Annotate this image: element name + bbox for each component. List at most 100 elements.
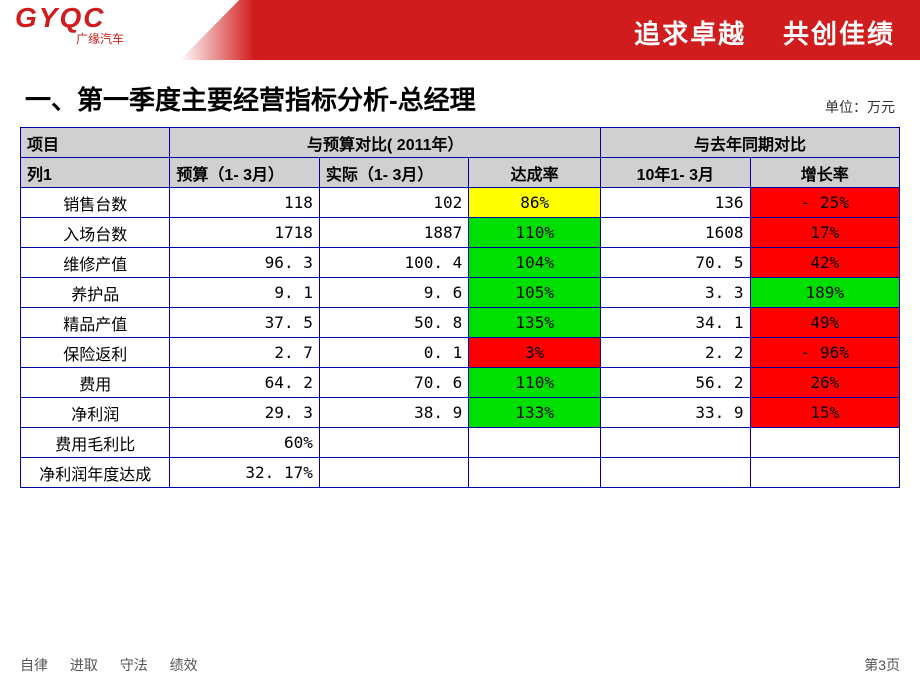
table-cell: 64. 2 (170, 368, 319, 398)
table-cell: 费用 (21, 368, 170, 398)
table-cell: 104% (469, 248, 601, 278)
table-cell: 净利润年度达成 (21, 458, 170, 488)
table-cell (750, 458, 899, 488)
table-cell: 精品产值 (21, 308, 170, 338)
page-title: 一、第一季度主要经营指标分析-总经理 (25, 80, 476, 117)
table-row: 销售台数11810286%136- 25% (21, 188, 900, 218)
table-cell (750, 428, 899, 458)
footer: 自律 进取 守法 绩效 第3页 (20, 655, 900, 675)
th-budget: 预算（1- 3月） (170, 158, 319, 188)
table-row: 净利润29. 338. 9133%33. 915% (21, 398, 900, 428)
table-cell: - 25% (750, 188, 899, 218)
table-cell: 净利润 (21, 398, 170, 428)
table-cell: 105% (469, 278, 601, 308)
footer-v2: 进取 (70, 657, 98, 673)
logo-main: GYQC (15, 2, 105, 33)
table-cell: 38. 9 (319, 398, 468, 428)
table-cell: 17% (750, 218, 899, 248)
table-cell: 50. 8 (319, 308, 468, 338)
table-row: 维修产值96. 3100. 4104%70. 542% (21, 248, 900, 278)
th-achieve: 达成率 (469, 158, 601, 188)
table-body: 销售台数11810286%136- 25%入场台数17181887110%160… (21, 188, 900, 488)
table-cell: 维修产值 (21, 248, 170, 278)
table-cell: 70. 6 (319, 368, 468, 398)
th-budget-compare: 与预算对比( 2011年） (170, 128, 601, 158)
slogan-right: 共创佳绩 (783, 19, 895, 49)
table-cell: 9. 1 (170, 278, 319, 308)
table-cell (601, 428, 750, 458)
logo: GYQC 广缘汽车 (15, 2, 185, 52)
footer-v1: 自律 (20, 657, 48, 673)
table-cell: 32. 17% (170, 458, 319, 488)
table-cell: - 96% (750, 338, 899, 368)
unit-label: 单位：万元 (825, 97, 895, 117)
table-row: 养护品9. 19. 6105%3. 3189% (21, 278, 900, 308)
table-cell (469, 458, 601, 488)
table-cell: 0. 1 (319, 338, 468, 368)
table-cell: 189% (750, 278, 899, 308)
table-cell: 2. 7 (170, 338, 319, 368)
table-cell (469, 428, 601, 458)
header-row-2: 列1 预算（1- 3月） 实际（1- 3月） 达成率 10年1- 3月 增长率 (21, 158, 900, 188)
table-row: 保险返利2. 70. 13%2. 2- 96% (21, 338, 900, 368)
th-year-compare: 与去年同期对比 (601, 128, 900, 158)
data-table: 项目 与预算对比( 2011年） 与去年同期对比 列1 预算（1- 3月） 实际… (20, 127, 900, 488)
table-cell: 2. 2 (601, 338, 750, 368)
table-cell: 3. 3 (601, 278, 750, 308)
table-cell: 133% (469, 398, 601, 428)
footer-values: 自律 进取 守法 绩效 (20, 655, 216, 675)
th-actual: 实际（1- 3月） (319, 158, 468, 188)
footer-v3: 守法 (120, 657, 148, 673)
table-cell: 110% (469, 218, 601, 248)
table-cell: 118 (170, 188, 319, 218)
table-cell: 102 (319, 188, 468, 218)
table-cell: 26% (750, 368, 899, 398)
table-cell: 70. 5 (601, 248, 750, 278)
table-cell: 费用毛利比 (21, 428, 170, 458)
table-cell (601, 458, 750, 488)
table-cell: 86% (469, 188, 601, 218)
table-cell: 135% (469, 308, 601, 338)
table-cell: 34. 1 (601, 308, 750, 338)
table-cell: 33. 9 (601, 398, 750, 428)
table-cell: 入场台数 (21, 218, 170, 248)
th-lastyear: 10年1- 3月 (601, 158, 750, 188)
th-growth: 增长率 (750, 158, 899, 188)
table-cell: 3% (469, 338, 601, 368)
table-cell: 56. 2 (601, 368, 750, 398)
table-cell: 49% (750, 308, 899, 338)
footer-page: 第3页 (864, 655, 900, 675)
table-cell: 136 (601, 188, 750, 218)
table-cell: 9. 6 (319, 278, 468, 308)
footer-v4: 绩效 (170, 657, 198, 673)
th-item: 项目 (21, 128, 170, 158)
table-cell: 100. 4 (319, 248, 468, 278)
table-cell: 1608 (601, 218, 750, 248)
table-cell: 15% (750, 398, 899, 428)
table-cell: 42% (750, 248, 899, 278)
table-row: 精品产值37. 550. 8135%34. 149% (21, 308, 900, 338)
table-cell: 60% (170, 428, 319, 458)
table-cell: 37. 5 (170, 308, 319, 338)
table-cell (319, 428, 468, 458)
table-cell: 养护品 (21, 278, 170, 308)
table-row: 净利润年度达成32. 17% (21, 458, 900, 488)
table-cell: 110% (469, 368, 601, 398)
table-row: 费用64. 270. 6110%56. 226% (21, 368, 900, 398)
table-cell (319, 458, 468, 488)
slogan-left: 追求卓越 (634, 19, 746, 49)
table-row: 费用毛利比60% (21, 428, 900, 458)
table-cell: 销售台数 (21, 188, 170, 218)
th-col1: 列1 (21, 158, 170, 188)
table-cell: 96. 3 (170, 248, 319, 278)
table-cell: 保险返利 (21, 338, 170, 368)
table-cell: 1887 (319, 218, 468, 248)
table-wrap: 项目 与预算对比( 2011年） 与去年同期对比 列1 预算（1- 3月） 实际… (0, 127, 920, 488)
header-slogan: 追求卓越 共创佳绩 (634, 14, 895, 51)
title-row: 一、第一季度主要经营指标分析-总经理 单位：万元 (0, 60, 920, 127)
table-cell: 1718 (170, 218, 319, 248)
table-row: 入场台数17181887110%160817% (21, 218, 900, 248)
header-row-1: 项目 与预算对比( 2011年） 与去年同期对比 (21, 128, 900, 158)
table-cell: 29. 3 (170, 398, 319, 428)
header-bar: GYQC 广缘汽车 追求卓越 共创佳绩 (0, 0, 920, 60)
